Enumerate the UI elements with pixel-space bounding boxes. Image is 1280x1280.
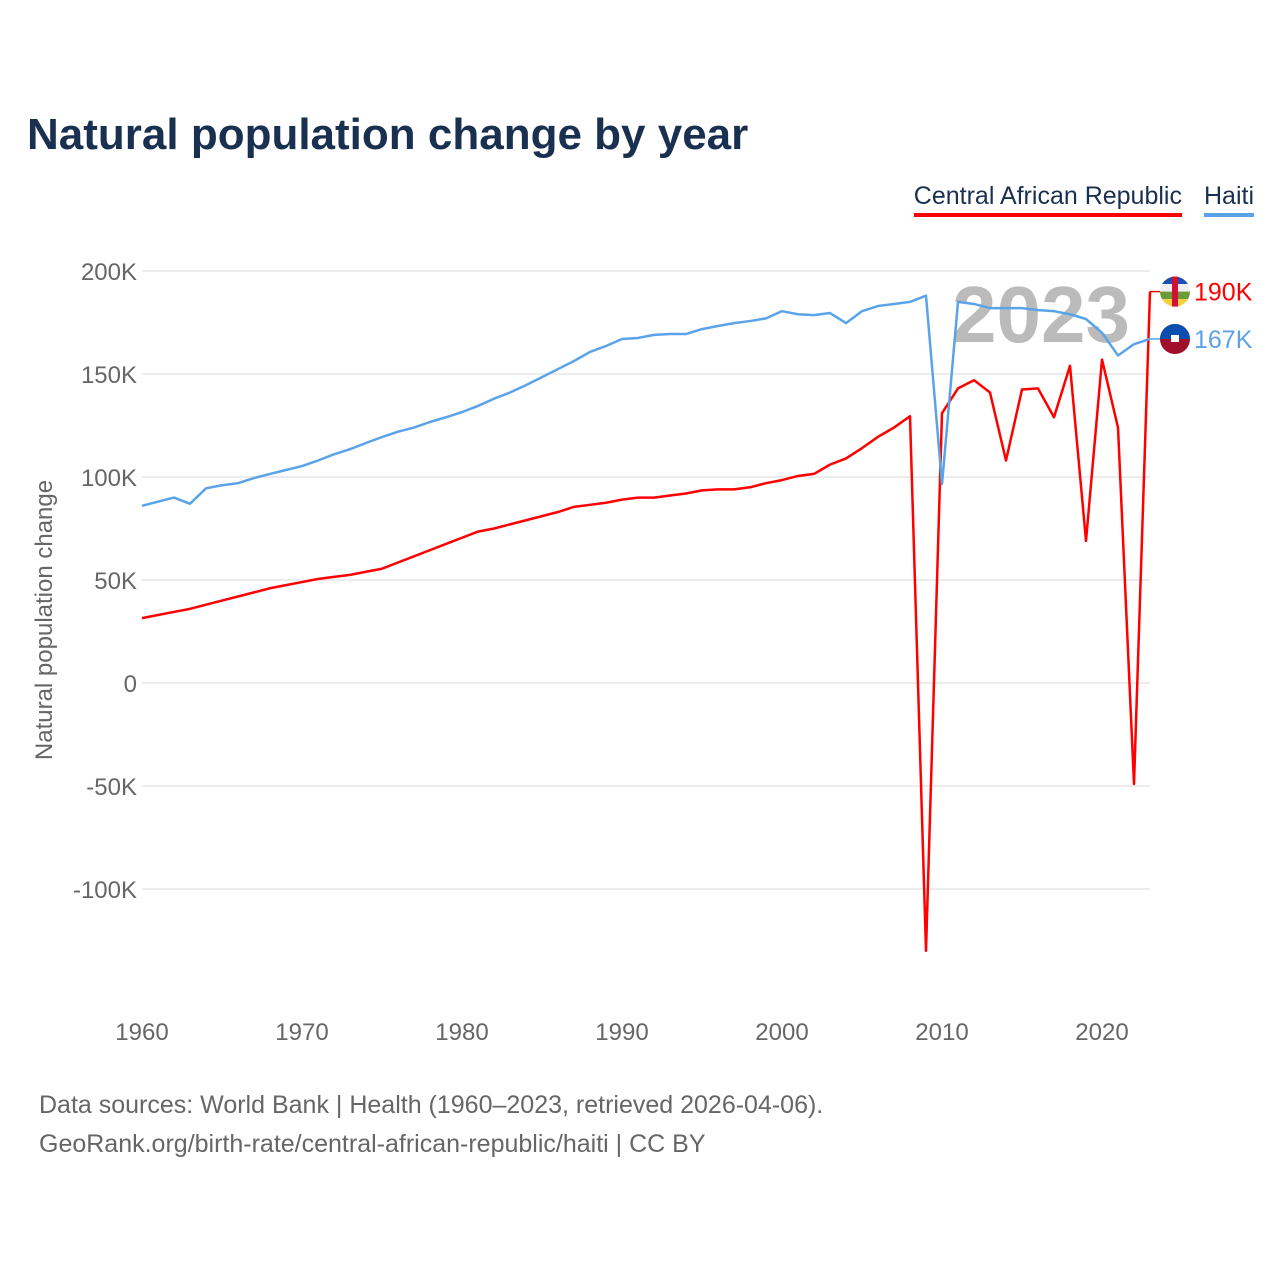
y-tick-label: 50K	[94, 568, 137, 595]
x-tick-label: 2000	[755, 1019, 808, 1046]
end-value-label: 190K	[1194, 279, 1253, 307]
x-tick-label: 1990	[595, 1019, 648, 1046]
series-line-central-african-republic	[141, 291, 1152, 953]
x-tick-label: 1980	[435, 1019, 488, 1046]
chart-title: Natural population change by year	[27, 110, 749, 159]
legend-item-haiti[interactable]: Haiti	[1203, 182, 1254, 217]
y-tick-label: 150K	[81, 362, 137, 389]
y-tick-label: 0	[124, 671, 137, 698]
x-tick-label: 2020	[1075, 1019, 1128, 1046]
source-text: Data sources: World Bank | Health (1960–…	[39, 1091, 824, 1119]
year-watermark: 2023	[952, 270, 1130, 359]
haiti-flag-icon	[1160, 323, 1190, 354]
x-tick-label: 1960	[115, 1019, 168, 1046]
y-tick-label: 100K	[81, 465, 137, 492]
x-tick-label: 2010	[915, 1019, 968, 1046]
y-tick-label: -100K	[73, 877, 137, 904]
y-tick-label: -50K	[86, 774, 137, 801]
legend-item-central-african-republic[interactable]: Central African Republic	[913, 182, 1182, 217]
x-tick-label: 1970	[275, 1019, 328, 1046]
central-african-republic-flag-icon	[1160, 276, 1190, 307]
y-tick-label: 200K	[81, 259, 137, 286]
y-axis-label: Natural population change	[31, 480, 58, 760]
legend: Central African Republic Haiti	[913, 182, 1254, 217]
source-link[interactable]: GeoRank.org/birth-rate/central-african-r…	[39, 1130, 706, 1158]
end-value-label: 167K	[1194, 326, 1253, 354]
series-line-haiti	[141, 294, 1151, 508]
footer: Data sources: World Bank | Health (1960–…	[39, 1086, 823, 1164]
